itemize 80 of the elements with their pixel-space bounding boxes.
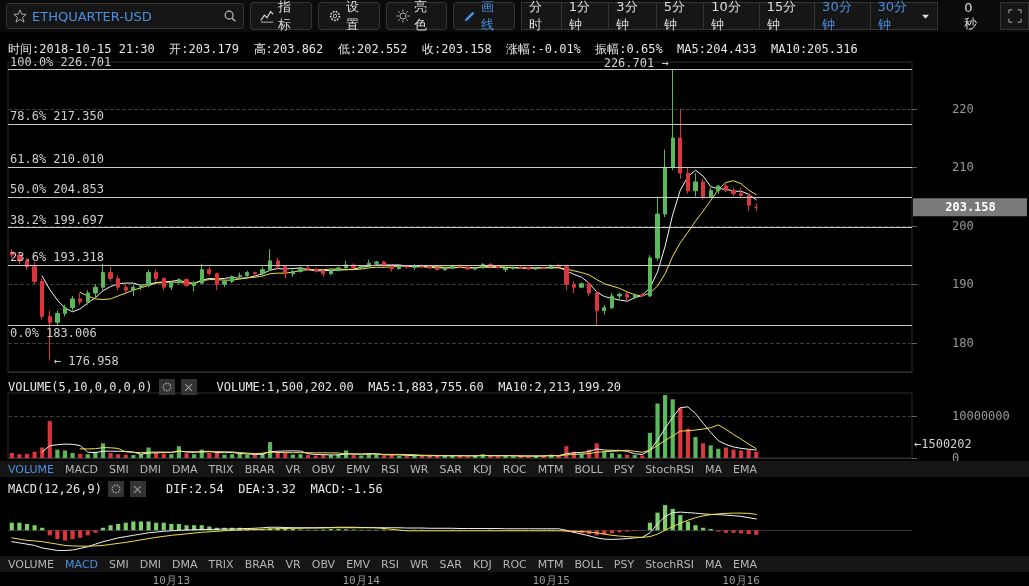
text: WR: [409, 557, 429, 571]
text: VR: [285, 557, 301, 571]
text: MTM: [537, 462, 564, 476]
text: 分时: [529, 0, 544, 34]
text: EMA: [733, 557, 758, 571]
text: RSI: [381, 462, 399, 476]
text: MTM: [537, 557, 564, 571]
text: SAR: [439, 557, 462, 571]
ref-line-label: 100.0% 226.701: [10, 54, 112, 69]
text: 15分钟: [766, 0, 798, 34]
text: TRIX: [208, 462, 234, 476]
x-tick-label: 10月15: [532, 574, 570, 586]
text: 0秒: [964, 0, 979, 33]
x-tick-label: 10月16: [722, 574, 760, 586]
text: StochRSI: [645, 557, 695, 571]
text: 亮色: [413, 0, 428, 34]
y-tick-label: 190: [952, 277, 974, 292]
y-tick-label: 180: [952, 335, 974, 350]
text: RSI: [381, 557, 399, 571]
text: 30分钟: [877, 0, 909, 34]
text: PSY: [613, 462, 635, 476]
chart-title: VOLUME(5,10,0,0,0,0): [8, 380, 153, 394]
chart-subtitle: VOLUME:1,500,202.00 MA5:1,883,755.60 MA10:2,213,199.20: [216, 380, 622, 394]
text: 设置: [345, 0, 360, 34]
text: VR: [285, 462, 301, 476]
text: 30分钟: [822, 0, 853, 34]
text: VOLUME: [8, 557, 55, 571]
text: 3分钟: [616, 0, 639, 34]
text: KDJ: [472, 557, 492, 571]
text: MACD: [65, 462, 99, 476]
text: DMI: [139, 557, 161, 571]
text: KDJ: [472, 462, 492, 476]
text: BOLL: [574, 462, 603, 476]
x-tick-label: 10月14: [342, 574, 381, 586]
text: TRIX: [208, 557, 234, 571]
text: BRAR: [244, 557, 275, 571]
text: BOLL: [574, 557, 603, 571]
chart-subtitle: 时间:2018-10-15 21:30 开:203.179 高:203.862 低:202.552 收:203.158 涨幅:-0.01% 振幅:0.65% MA5:204.433 MA10:205.316: [8, 41, 858, 57]
text: SAR: [439, 462, 462, 476]
text: SMI: [109, 462, 129, 476]
text: MA: [705, 557, 723, 571]
text: EMV: [346, 462, 371, 476]
text: 203.158: [945, 200, 996, 215]
text: VOLUME: [8, 462, 55, 476]
text: OBV: [311, 557, 336, 571]
text: 1分钟: [568, 0, 591, 34]
text: OBV: [311, 462, 336, 476]
text: EMV: [346, 557, 371, 571]
y-tick-label: 200: [952, 218, 974, 233]
y-tick-label: 210: [952, 160, 974, 175]
text: ← 176.958: [53, 353, 119, 368]
text: MA: [705, 462, 723, 476]
text: DMA: [171, 557, 198, 571]
text: ←1500202: [914, 436, 972, 451]
text: ROC: [502, 462, 527, 476]
chart-subtitle: DIF:2.54 DEA:3.32 MACD:-1.56: [165, 482, 383, 496]
text: 5分钟: [663, 0, 687, 34]
ref-line-label: 38.2% 199.697: [10, 212, 104, 227]
text: BRAR: [244, 462, 275, 476]
ref-line-label: 61.8% 210.010: [10, 152, 104, 167]
text: ROC: [502, 557, 527, 571]
text: WR: [409, 462, 429, 476]
text: MACD: [65, 557, 99, 571]
y-tick-label: 10000000: [952, 409, 1010, 424]
x-tick-label: 10月13: [152, 574, 191, 586]
text: EMA: [733, 462, 758, 476]
chart-title: MACD(12,26,9): [8, 482, 102, 496]
text: PSY: [613, 557, 635, 571]
text: 画线: [481, 0, 496, 34]
chart-title: ETHQUARTER-USD: [32, 8, 153, 24]
ref-line-label: 78.6% 217.350: [10, 109, 104, 124]
text: 10分钟: [711, 0, 742, 34]
text: 226.701 →: [603, 55, 669, 70]
text: DMA: [171, 462, 198, 476]
text: DMI: [139, 462, 161, 476]
text: 指标: [278, 0, 292, 34]
text: SMI: [109, 557, 129, 571]
ref-line-label: 50.0% 204.853: [10, 182, 104, 197]
text: StochRSI: [645, 462, 695, 476]
y-tick-label: 220: [952, 101, 974, 116]
